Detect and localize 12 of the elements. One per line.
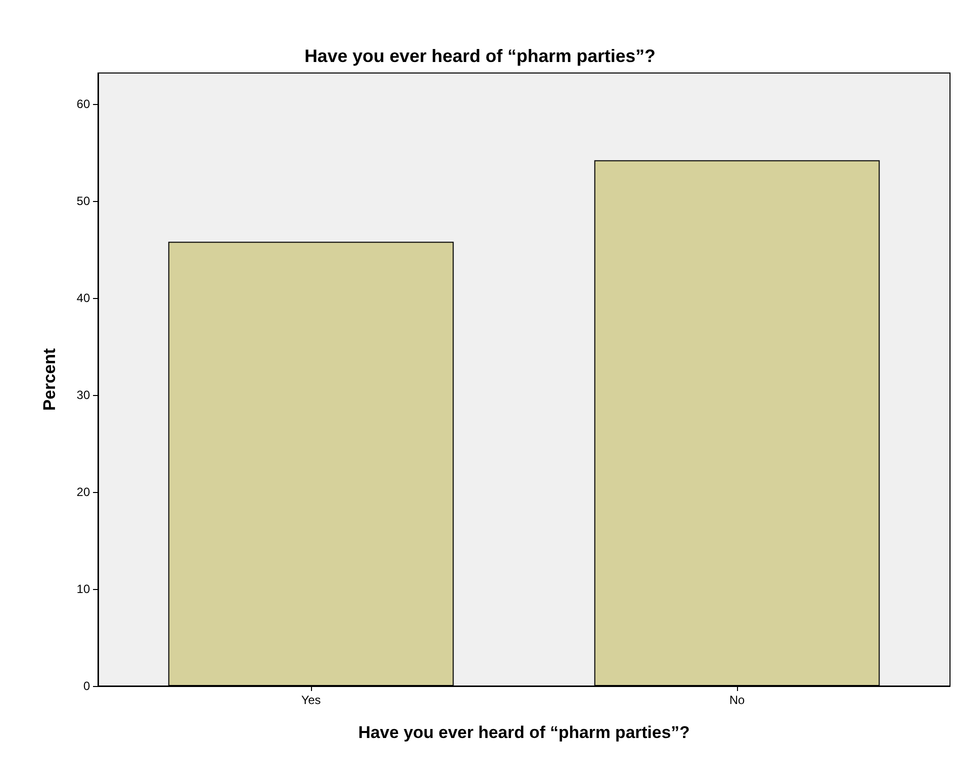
y-axis-title: Percent: [40, 348, 59, 411]
y-tick-label: 10: [76, 582, 90, 596]
x-tick-label: Yes: [301, 693, 321, 707]
y-tick-label: 50: [76, 194, 90, 208]
y-tick-label: 60: [76, 97, 90, 112]
x-tick-label: No: [729, 693, 745, 707]
x-axis-title: Have you ever heard of “pharm parties”?: [358, 723, 690, 742]
y-tick-label: 0: [83, 679, 90, 693]
y-tick-label: 40: [76, 291, 90, 306]
y-tick-label: 20: [76, 485, 90, 500]
chart-title: Have you ever heard of “pharm parties”?: [304, 46, 656, 66]
y-tick-label: 30: [76, 388, 90, 402]
